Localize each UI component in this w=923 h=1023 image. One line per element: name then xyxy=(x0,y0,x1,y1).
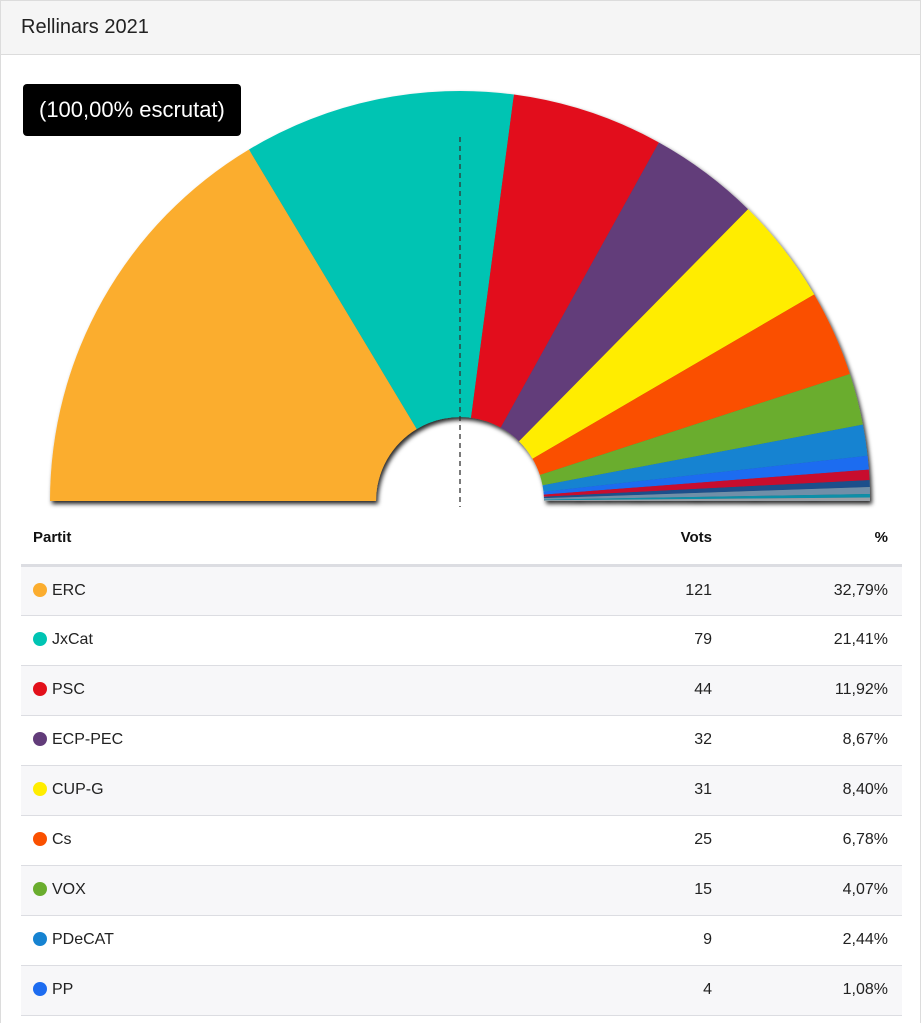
party-color-dot-icon xyxy=(33,882,47,896)
table-row: PDeCAT 9 2,44% xyxy=(21,915,902,966)
pct-cell: 11,92% xyxy=(712,665,902,716)
party-name: PDeCAT xyxy=(52,931,114,948)
pct-cell: 8,40% xyxy=(712,765,902,816)
party-color-dot-icon xyxy=(33,982,47,996)
votes-cell: 9 xyxy=(552,915,712,966)
slice-other-9[interactable] xyxy=(543,469,870,497)
header-votes[interactable]: Vots xyxy=(552,511,712,567)
votes-cell: 15 xyxy=(552,865,712,916)
party-name: ERC xyxy=(52,581,86,599)
party-name: CUP-G xyxy=(52,781,104,798)
votes-cell: 4 xyxy=(552,965,712,1016)
votes-cell: 44 xyxy=(552,665,712,716)
counted-badge: (100,00% escrutat) xyxy=(23,84,241,136)
party-color-dot-icon xyxy=(33,932,47,946)
pct-cell: 1,08% xyxy=(712,965,902,1016)
party-color-dot-icon xyxy=(33,732,47,746)
party-name: VOX xyxy=(52,881,86,898)
slice-cup-g[interactable] xyxy=(519,209,815,459)
party-cell: VOX xyxy=(21,865,552,916)
panel-title: Rellinars 2021 xyxy=(1,1,920,55)
pct-cell: 21,41% xyxy=(712,615,902,666)
votes-cell: 31 xyxy=(552,765,712,816)
party-name: PSC xyxy=(52,681,85,698)
party-name: PP xyxy=(52,981,74,998)
votes-cell: 121 xyxy=(552,565,712,616)
party-cell: Cs xyxy=(21,815,552,866)
slice-other-11[interactable] xyxy=(543,487,870,500)
pct-cell: 4,07% xyxy=(712,865,902,916)
party-cell: CUP-G xyxy=(21,765,552,816)
slice-erc[interactable] xyxy=(50,149,417,501)
party-color-dot-icon xyxy=(33,632,47,646)
party-cell: ECP-PEC xyxy=(21,715,552,766)
party-cell: ERC xyxy=(21,565,552,616)
table-row: PSC 44 11,92% xyxy=(21,665,902,716)
header-pct[interactable]: % xyxy=(712,511,902,567)
slice-vox[interactable] xyxy=(539,373,863,486)
party-color-dot-icon xyxy=(33,832,47,846)
results-table: Partit Vots % ERC 121 32,79% JxCat 79 21,41% P… xyxy=(21,511,902,1016)
table-row: JxCat 79 21,41% xyxy=(21,615,902,666)
table-row: CUP-G 31 8,40% xyxy=(21,765,902,816)
table-header-row: Partit Vots % xyxy=(21,511,902,567)
slice-other-10[interactable] xyxy=(543,480,870,499)
party-name: Cs xyxy=(52,831,72,848)
slice-ecp-pec[interactable] xyxy=(500,142,749,442)
table-row: PP 4 1,08% xyxy=(21,965,902,1016)
votes-cell: 25 xyxy=(552,815,712,866)
party-color-dot-icon xyxy=(33,782,47,796)
votes-cell: 32 xyxy=(552,715,712,766)
pct-cell: 32,79% xyxy=(712,565,902,616)
party-name: JxCat xyxy=(52,631,93,648)
slice-other-12[interactable] xyxy=(543,494,870,501)
party-cell: PSC xyxy=(21,665,552,716)
table-row: VOX 15 4,07% xyxy=(21,865,902,916)
party-color-dot-icon xyxy=(33,582,47,597)
party-name: ECP-PEC xyxy=(52,731,124,748)
chart-area: (100,00% escrutat) xyxy=(1,55,920,511)
slice-cs[interactable] xyxy=(532,294,850,475)
pct-cell: 2,44% xyxy=(712,915,902,966)
hemicycle-chart xyxy=(50,90,871,507)
slice-other-13[interactable] xyxy=(544,497,871,501)
party-cell: PP xyxy=(21,965,552,1016)
table-row: Cs 25 6,78% xyxy=(21,815,902,866)
table-row: ERC 121 32,79% xyxy=(21,565,902,616)
party-cell: JxCat xyxy=(21,615,552,666)
pct-cell: 6,78% xyxy=(712,815,902,866)
table-row: ECP-PEC 32 8,67% xyxy=(21,715,902,766)
slice-pp[interactable] xyxy=(543,455,869,495)
party-cell: PDeCAT xyxy=(21,915,552,966)
votes-cell: 79 xyxy=(552,615,712,666)
slice-pdecat[interactable] xyxy=(542,424,868,492)
party-color-dot-icon xyxy=(33,682,47,696)
slice-psc[interactable] xyxy=(471,94,659,428)
slice-jxcat[interactable] xyxy=(248,90,514,429)
pct-cell: 8,67% xyxy=(712,715,902,766)
header-party[interactable]: Partit xyxy=(21,511,552,567)
